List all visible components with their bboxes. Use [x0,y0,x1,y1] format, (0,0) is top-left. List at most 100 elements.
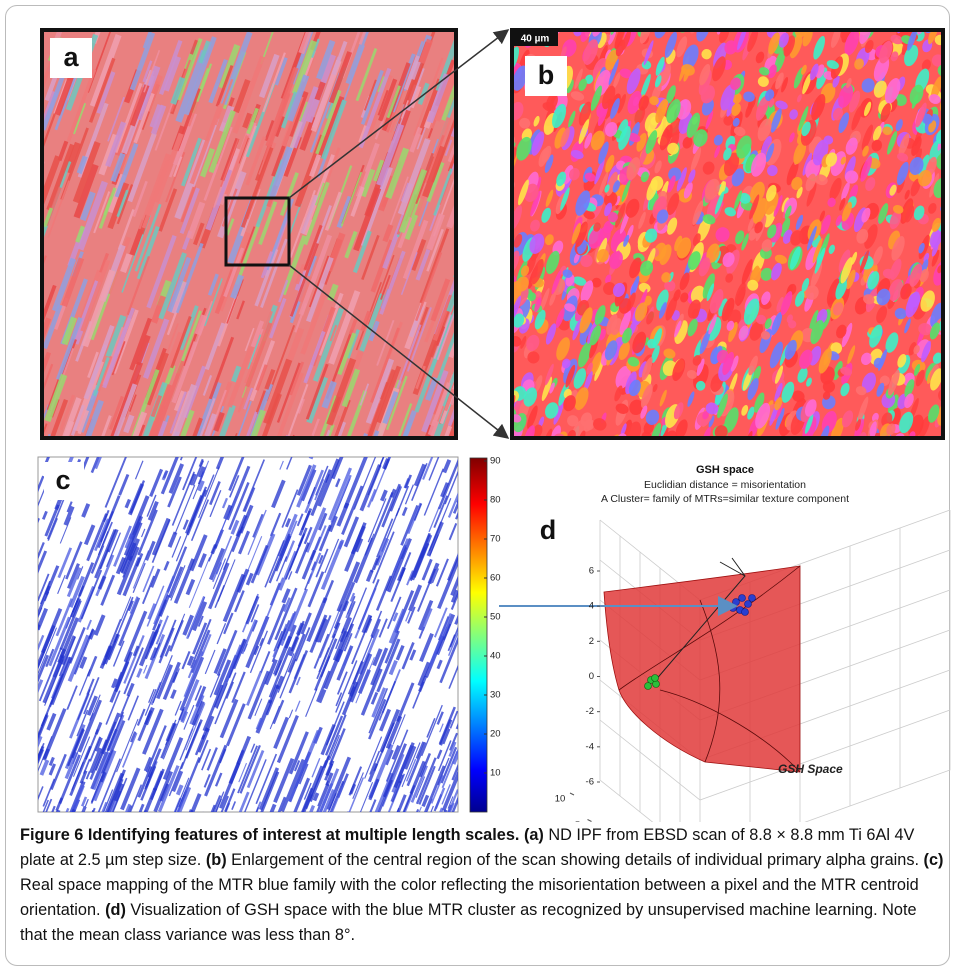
texture-streak [38,573,50,601]
texture-grain [937,399,943,426]
texture-grain [823,135,834,145]
texture-streak [326,357,357,426]
texture-streak [250,604,260,623]
texture-streak [191,700,205,726]
texture-streak [38,634,45,660]
texture-streak [242,112,253,129]
texture-grain [659,124,673,151]
texture-grain [661,272,671,283]
texture-streak [370,430,380,438]
panel-a-border [40,28,458,440]
texture-grain [873,80,887,98]
texture-streak [80,191,96,222]
texture-streak [347,660,364,695]
texture-grain [526,334,540,352]
texture-grain [570,149,584,159]
texture-grain [747,377,759,401]
texture-streak [81,269,116,348]
texture-streak [30,576,37,588]
texture-grain [620,423,627,437]
texture-grain [936,152,943,170]
texture-streak [97,531,109,556]
texture-streak [260,30,276,65]
texture-streak [94,518,110,552]
texture-grain [812,16,822,29]
texture-streak [360,668,383,716]
texture-streak [421,794,430,808]
texture-streak [458,149,469,166]
texture-grain [578,101,592,126]
texture-grain [676,167,687,192]
texture-streak [247,670,270,720]
texture-streak [112,640,125,667]
z-tick-label: 2 [589,636,594,647]
texture-streak [352,230,372,274]
texture-grain [621,30,631,51]
caption-text: ND IPF from EBSD scan of 8.8 × 8.8 mm Ti… [20,826,915,869]
texture-streak [185,578,196,596]
texture-grain [687,318,698,337]
texture-grain [914,363,921,376]
texture-streak [42,304,63,350]
texture-streak [105,314,127,358]
texture-grain [805,285,819,300]
label-box [44,462,84,500]
texture-grain [664,430,678,438]
texture-grain [784,339,797,360]
texture-streak [57,574,66,595]
texture-streak [83,524,96,546]
texture-streak [175,784,184,796]
texture-streak [162,661,181,701]
texture-streak [38,517,40,571]
texture-streak [124,498,132,509]
texture-streak [157,765,180,812]
texture-streak [198,381,222,430]
texture-streak [396,682,415,722]
label-box [528,513,568,551]
texture-grain [756,314,767,325]
texture-streak [360,310,372,332]
texture-streak [389,485,403,512]
texture-streak [226,279,244,324]
texture-streak [143,756,152,772]
texture-streak [341,600,356,634]
texture-streak [123,635,145,684]
texture-streak [364,618,373,633]
texture-streak [247,409,266,438]
texture-streak [413,503,423,521]
texture-streak [168,463,185,494]
texture-streak [12,679,37,733]
texture-streak [300,294,327,355]
texture-streak [254,248,279,307]
texture-grain [706,316,722,341]
texture-streak [39,759,50,776]
texture-streak [422,145,447,198]
texture-streak [38,679,44,701]
texture-grain [520,335,527,349]
texture-grain [937,64,943,77]
texture-grain [609,251,623,269]
texture-grain [861,207,871,223]
texture-grain [928,94,941,105]
texture-streak [397,138,431,216]
texture-streak [389,176,409,226]
texture-streak [286,74,310,122]
texture-streak [214,772,223,787]
texture-grain [799,349,813,370]
texture-streak [299,116,317,151]
texture-streak [335,478,341,488]
texture-streak [442,770,448,780]
texture-streak [146,235,177,309]
texture-grain [695,380,706,391]
texture-grain [791,176,803,190]
texture-grain [919,269,929,283]
texture-grain [574,68,583,90]
texture-streak [435,558,449,587]
texture-streak [399,785,416,812]
texture-streak [17,249,33,288]
texture-grain [847,345,856,365]
texture-streak [168,409,195,438]
texture-grain [904,393,914,409]
texture-streak [181,651,191,670]
texture-grain [864,224,878,249]
